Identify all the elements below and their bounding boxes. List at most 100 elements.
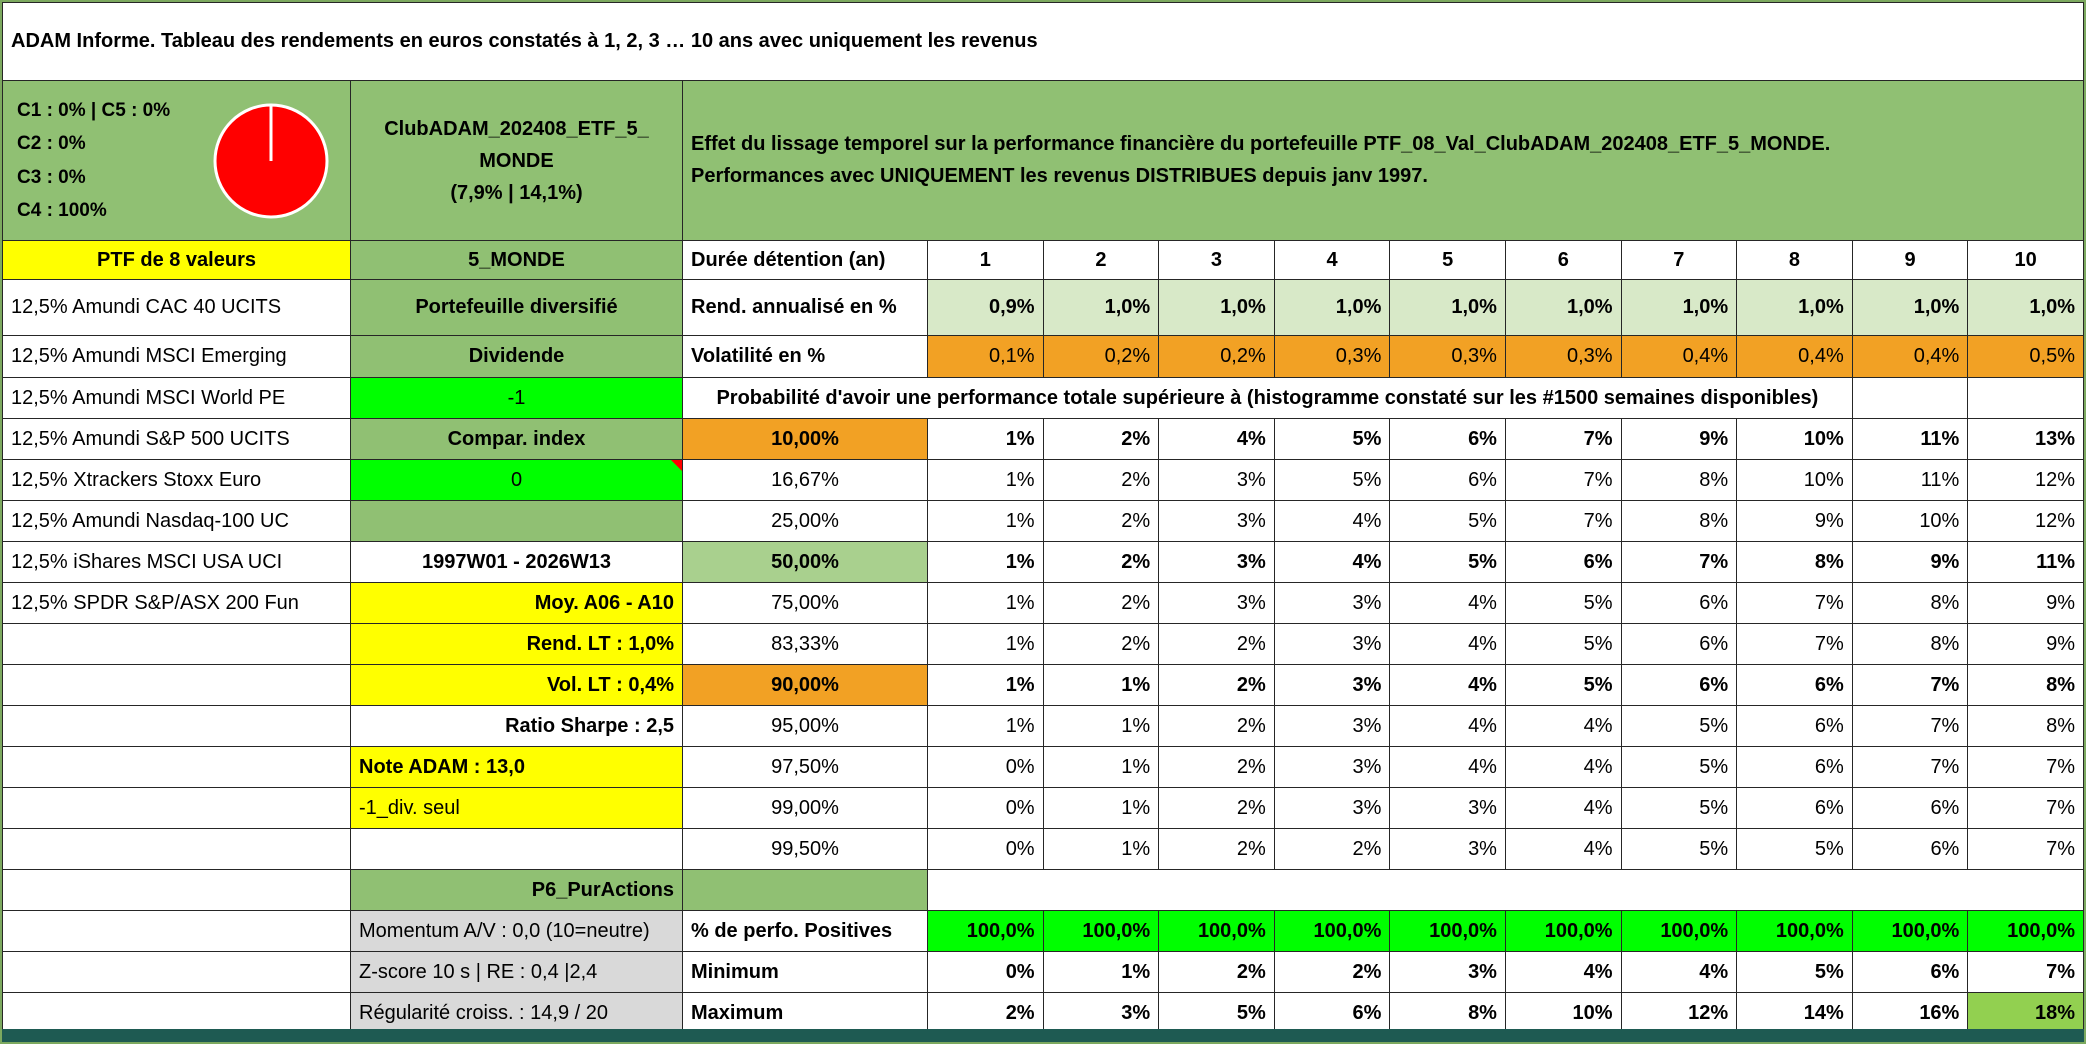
cell-r13-c12[interactable]: 7% bbox=[1967, 787, 2084, 829]
allocation-summary-cell[interactable]: C1 : 0% | C5 : 0% C2 : 0% C3 : 0% C4 : 1… bbox=[2, 80, 351, 241]
cell-r9-c8[interactable]: 5% bbox=[1504, 623, 1622, 665]
cell-r8-c9[interactable]: 6% bbox=[1620, 582, 1738, 624]
cell-r2-c11[interactable]: 0,4% bbox=[1851, 335, 1969, 378]
cell-r17-c4[interactable]: 1% bbox=[1042, 951, 1160, 993]
cell-r2-c9[interactable]: 0,4% bbox=[1620, 335, 1738, 378]
cell-r11-c7[interactable]: 4% bbox=[1389, 705, 1506, 747]
cell-r4-c4[interactable]: 2% bbox=[1042, 418, 1160, 460]
empty-cell[interactable] bbox=[1851, 377, 1969, 419]
cell-r11-c4[interactable]: 1% bbox=[1042, 705, 1160, 747]
holding-6[interactable]: 12,5% Amundi Nasdaq-100 UC bbox=[2, 500, 351, 542]
cell-r5-c9[interactable]: 8% bbox=[1620, 459, 1738, 501]
empty-cell[interactable] bbox=[2, 705, 351, 747]
holding-3[interactable]: 12,5% Amundi MSCI World PE bbox=[2, 377, 351, 419]
cell-r18-c10[interactable]: 14% bbox=[1736, 992, 1853, 1034]
cell-r14-c9[interactable]: 5% bbox=[1620, 828, 1738, 870]
holding-1[interactable]: 12,5% Amundi CAC 40 UCITS bbox=[2, 279, 351, 336]
empty-cell[interactable] bbox=[2, 910, 351, 952]
cell-r9-c12[interactable]: 9% bbox=[1967, 623, 2084, 665]
empty-cell[interactable] bbox=[350, 500, 683, 542]
cell-r12-c4[interactable]: 1% bbox=[1042, 746, 1160, 788]
cell-r2-c12[interactable]: 0,5% bbox=[1967, 335, 2084, 378]
cell-r1-c12[interactable]: 1,0% bbox=[1967, 279, 2084, 336]
cell-r7-c11[interactable]: 9% bbox=[1851, 541, 1969, 583]
year-header[interactable]: 2 bbox=[1042, 240, 1160, 280]
cell-r4-c3[interactable]: 1% bbox=[927, 418, 1044, 460]
cell-r14-c8[interactable]: 4% bbox=[1504, 828, 1622, 870]
empty-cell[interactable] bbox=[2, 869, 351, 911]
year-header[interactable]: 8 bbox=[1736, 240, 1853, 280]
cell-r6-c3[interactable]: 1% bbox=[927, 500, 1044, 542]
cell-r11-c12[interactable]: 8% bbox=[1967, 705, 2084, 747]
cell-r2-c6[interactable]: 0,3% bbox=[1273, 335, 1391, 378]
year-header[interactable]: 3 bbox=[1158, 240, 1275, 280]
sharpe-label[interactable]: Ratio Sharpe : 2,5 bbox=[350, 705, 683, 747]
portfolio-name-cell[interactable]: ClubADAM_202408_ETF_5_ MONDE (7,9% | 14,… bbox=[350, 80, 683, 241]
cell-r10-c3[interactable]: 1% bbox=[927, 664, 1044, 706]
cell-r6-c7[interactable]: 5% bbox=[1389, 500, 1506, 542]
moyenne-label[interactable]: Moy. A06 - A10 bbox=[350, 582, 683, 624]
cell-r4-c8[interactable]: 7% bbox=[1504, 418, 1622, 460]
cell-r17-c5[interactable]: 2% bbox=[1158, 951, 1275, 993]
cell-r12-c7[interactable]: 4% bbox=[1389, 746, 1506, 788]
cell-r5-c4[interactable]: 2% bbox=[1042, 459, 1160, 501]
div-seul-label[interactable]: -1_div. seul bbox=[350, 787, 683, 829]
cell-r10-c12[interactable]: 8% bbox=[1967, 664, 2084, 706]
cell-r7-c5[interactable]: 3% bbox=[1158, 541, 1275, 583]
cell-r10-c4[interactable]: 1% bbox=[1042, 664, 1160, 706]
cell-r2-c10[interactable]: 0,4% bbox=[1736, 335, 1853, 378]
empty-cell[interactable] bbox=[2, 664, 351, 706]
cell-r12-c10[interactable]: 6% bbox=[1736, 746, 1853, 788]
cell-r9-c9[interactable]: 6% bbox=[1620, 623, 1738, 665]
cell-r13-c5[interactable]: 2% bbox=[1158, 787, 1275, 829]
empty-cell[interactable] bbox=[2, 828, 351, 870]
cell-r18-c9[interactable]: 12% bbox=[1620, 992, 1738, 1034]
year-header[interactable]: 5 bbox=[1389, 240, 1506, 280]
holding-8[interactable]: 12,5% SPDR S&P/ASX 200 Fun bbox=[2, 582, 351, 624]
cell-r5-c3[interactable]: 1% bbox=[927, 459, 1044, 501]
cell-r2-c5[interactable]: 0,2% bbox=[1158, 335, 1275, 378]
cell-r8-c8[interactable]: 5% bbox=[1504, 582, 1622, 624]
quantile-label[interactable]: 99,00% bbox=[682, 787, 928, 829]
cell-r7-c3[interactable]: 1% bbox=[927, 541, 1044, 583]
empty-cell[interactable] bbox=[2, 992, 351, 1034]
cell-r7-c8[interactable]: 6% bbox=[1504, 541, 1622, 583]
vol-lt-label[interactable]: Vol. LT : 0,4% bbox=[350, 664, 683, 706]
momentum-label[interactable]: Momentum A/V : 0,0 (10=neutre) bbox=[350, 910, 683, 952]
cell-r4-c7[interactable]: 6% bbox=[1389, 418, 1506, 460]
cell-r10-c6[interactable]: 3% bbox=[1273, 664, 1391, 706]
empty-cell[interactable] bbox=[1967, 377, 2084, 419]
cell-r13-c4[interactable]: 1% bbox=[1042, 787, 1160, 829]
param-cell[interactable]: 0 bbox=[350, 459, 683, 501]
cell-r1-c10[interactable]: 1,0% bbox=[1736, 279, 1853, 336]
year-header[interactable]: 7 bbox=[1620, 240, 1738, 280]
cell-r7-c12[interactable]: 11% bbox=[1967, 541, 2084, 583]
cell-r18-c7[interactable]: 8% bbox=[1389, 992, 1506, 1034]
cell-r16-c10[interactable]: 100,0% bbox=[1736, 910, 1853, 952]
year-header[interactable]: 9 bbox=[1851, 240, 1969, 280]
cell-r2-c3[interactable]: 0,1% bbox=[927, 335, 1044, 378]
metric-label[interactable]: Minimum bbox=[682, 951, 928, 993]
holding-4[interactable]: 12,5% Amundi S&P 500 UCITS bbox=[2, 418, 351, 460]
cell-r13-c7[interactable]: 3% bbox=[1389, 787, 1506, 829]
note-adam-label[interactable]: Note ADAM : 13,0 bbox=[350, 746, 683, 788]
cell-r9-c11[interactable]: 8% bbox=[1851, 623, 1969, 665]
cell-r12-c3[interactable]: 0% bbox=[927, 746, 1044, 788]
cell-r4-c9[interactable]: 9% bbox=[1620, 418, 1738, 460]
cell-r1-c8[interactable]: 1,0% bbox=[1504, 279, 1622, 336]
cell-r14-c12[interactable]: 7% bbox=[1967, 828, 2084, 870]
cell-r17-c9[interactable]: 4% bbox=[1620, 951, 1738, 993]
empty-cell[interactable] bbox=[2, 951, 351, 993]
cell-r9-c3[interactable]: 1% bbox=[927, 623, 1044, 665]
cell-r16-c11[interactable]: 100,0% bbox=[1851, 910, 1969, 952]
cell-r16-c4[interactable]: 100,0% bbox=[1042, 910, 1160, 952]
cell-r2-c8[interactable]: 0,3% bbox=[1504, 335, 1622, 378]
quantile-label[interactable]: 83,33% bbox=[682, 623, 928, 665]
cell-r14-c7[interactable]: 3% bbox=[1389, 828, 1506, 870]
metric-label[interactable]: Volatilité en % bbox=[682, 335, 928, 378]
year-header[interactable]: 10 bbox=[1967, 240, 2084, 280]
zscore-label[interactable]: Z-score 10 s | RE : 0,4 |2,4 bbox=[350, 951, 683, 993]
cell-r6-c8[interactable]: 7% bbox=[1504, 500, 1622, 542]
cell-r1-c9[interactable]: 1,0% bbox=[1620, 279, 1738, 336]
cell-r13-c8[interactable]: 4% bbox=[1504, 787, 1622, 829]
